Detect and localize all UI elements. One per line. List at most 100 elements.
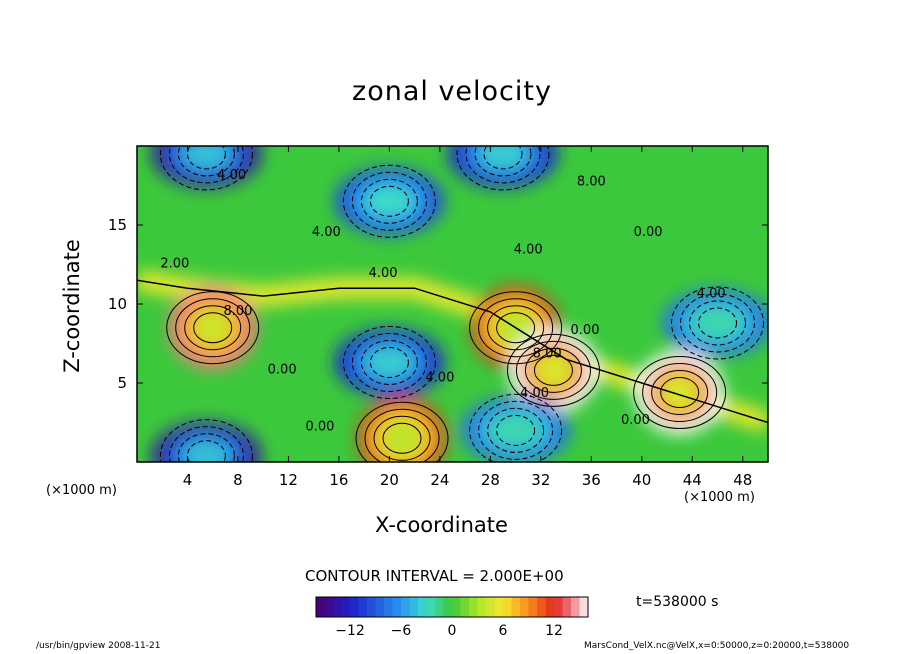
colorbar-cell-10 [401, 597, 410, 617]
contour-ring-1 [364, 408, 440, 462]
x-tick-label-7: 32 [531, 471, 550, 489]
contour-ring-11 [496, 414, 536, 446]
contour-ring-9 [483, 146, 523, 170]
colorbar-cell-11 [409, 597, 419, 617]
colorbar-cell-3 [341, 597, 351, 617]
contour-ring-10 [671, 286, 765, 360]
contour-ring-3 [533, 354, 573, 386]
colorbar-cell-7 [375, 597, 385, 617]
colorbar-cell-6 [367, 597, 376, 617]
contour-labels: 4.00 8.00 4.00 0.00 4.00 2.00 4.00 4.00 8.00 0.00… [160, 168, 725, 434]
contour-ring-1 [373, 415, 431, 461]
x-axis: 4 8 12 16 20 24 28 32 36 40 44 48 [183, 146, 752, 489]
y-tick-label-0: 5 [117, 374, 127, 392]
contour-ring-11 [478, 400, 554, 460]
field-blob-3 [533, 351, 574, 390]
contour-label-10: 8.00 [533, 347, 562, 362]
colorbar-cell-19 [477, 597, 487, 617]
contour-ring-4 [660, 376, 700, 408]
colorbar-cell-26 [537, 597, 546, 617]
contour-ring-11 [469, 393, 563, 462]
contour-ring-4 [642, 362, 718, 422]
contour-ring-1 [355, 401, 449, 462]
x-tick-label-3: 16 [329, 471, 348, 489]
contour-ring-3 [524, 347, 582, 393]
front-contour [137, 279, 768, 424]
field-blob-1 [381, 419, 423, 458]
contour-label-8: 8.00 [223, 304, 252, 319]
contour-label-11: 0.00 [268, 363, 297, 378]
x-tick-label-4: 20 [380, 471, 399, 489]
colorbar-cell-15 [443, 597, 453, 617]
x-tick-label-5: 24 [430, 471, 449, 489]
contour-ring-1 [382, 422, 422, 454]
colorbar-cell-5 [358, 597, 368, 617]
colorbar-cell-9 [392, 597, 402, 617]
contour-label-13: 4.00 [520, 386, 549, 401]
contour-ring-6 [186, 146, 226, 170]
colorbar-cell-20 [486, 597, 495, 617]
field-blob-10 [692, 307, 743, 339]
colorbar-tick-1: −6 [391, 623, 412, 639]
y-axis: 5 10 15 [108, 216, 768, 392]
contour-ring-5 [342, 325, 436, 399]
field-blob-9 [477, 146, 529, 170]
footer-program: /usr/bin/gpview 2008-11-21 [36, 641, 161, 651]
contour-ring-0 [193, 312, 233, 344]
contour-ring-8 [342, 164, 436, 238]
velocity-field [137, 146, 768, 462]
colorbar-cell-31 [579, 597, 589, 617]
contour-ring-7 [159, 419, 253, 462]
contour-ring-8 [360, 178, 418, 224]
x-axis-label: X-coordinate [375, 513, 508, 537]
contour-label-14: 0.00 [621, 413, 650, 428]
colorbar-cell-25 [528, 597, 538, 617]
colorbar-tick-0: −12 [335, 623, 365, 639]
colorbar-cell-2 [333, 597, 342, 617]
contour-ring-8 [351, 171, 427, 231]
x-tick-label-8: 36 [582, 471, 601, 489]
contour-label-6: 4.00 [369, 266, 398, 281]
contour-ring-7 [186, 440, 226, 462]
contour-label-1: 8.00 [577, 175, 606, 190]
y-axis-label: Z-coordinate [60, 239, 84, 373]
contour-label-15: 0.00 [306, 419, 335, 434]
contour-ring-10 [689, 300, 747, 346]
colorbar-cell-8 [384, 597, 393, 617]
x-unit-label-left: (×1000 m) [46, 483, 117, 498]
colorbar-cell-29 [562, 597, 572, 617]
contour-ring-6 [159, 146, 253, 191]
contour-ring-5 [360, 339, 418, 385]
colorbar-cell-27 [545, 597, 555, 617]
colorbar-cell-12 [418, 597, 427, 617]
contour-ring-6 [177, 146, 235, 177]
contour-ring-5 [369, 346, 409, 378]
contour-label-4: 4.00 [514, 242, 543, 257]
x-tick-label-0: 4 [183, 471, 193, 489]
contour-lines [137, 146, 768, 462]
colorbar-cell-22 [503, 597, 512, 617]
field-blob-5 [364, 346, 415, 379]
contour-ring-10 [698, 307, 738, 339]
x-unit-label-right: (×1000 m) [684, 490, 755, 505]
colorbar-frame [315, 596, 589, 618]
colorbar-cell-21 [494, 597, 504, 617]
contour-label-7: 4.00 [697, 287, 726, 302]
field-blob-0 [192, 308, 234, 347]
contour-ring-3 [515, 340, 591, 400]
contour-ring-0 [166, 291, 260, 365]
contour-ring-5 [351, 332, 427, 392]
contour-label-5: 2.00 [160, 257, 189, 272]
contour-ring-9 [465, 146, 541, 184]
contour-ring-4 [633, 355, 727, 429]
contour-ring-7 [168, 426, 244, 462]
colorbar-cell-18 [469, 597, 478, 617]
colorbar-cell-0 [316, 597, 325, 617]
y-tick-label-1: 10 [108, 295, 127, 313]
x-tick-label-2: 12 [279, 471, 298, 489]
field-blob-6 [181, 146, 232, 170]
field-blob-7 [181, 440, 232, 462]
footer-source: MarsCond_VelX.nc@VelX,x=0:50000,z=0:2000… [584, 641, 850, 651]
x-tick-label-9: 40 [632, 471, 651, 489]
